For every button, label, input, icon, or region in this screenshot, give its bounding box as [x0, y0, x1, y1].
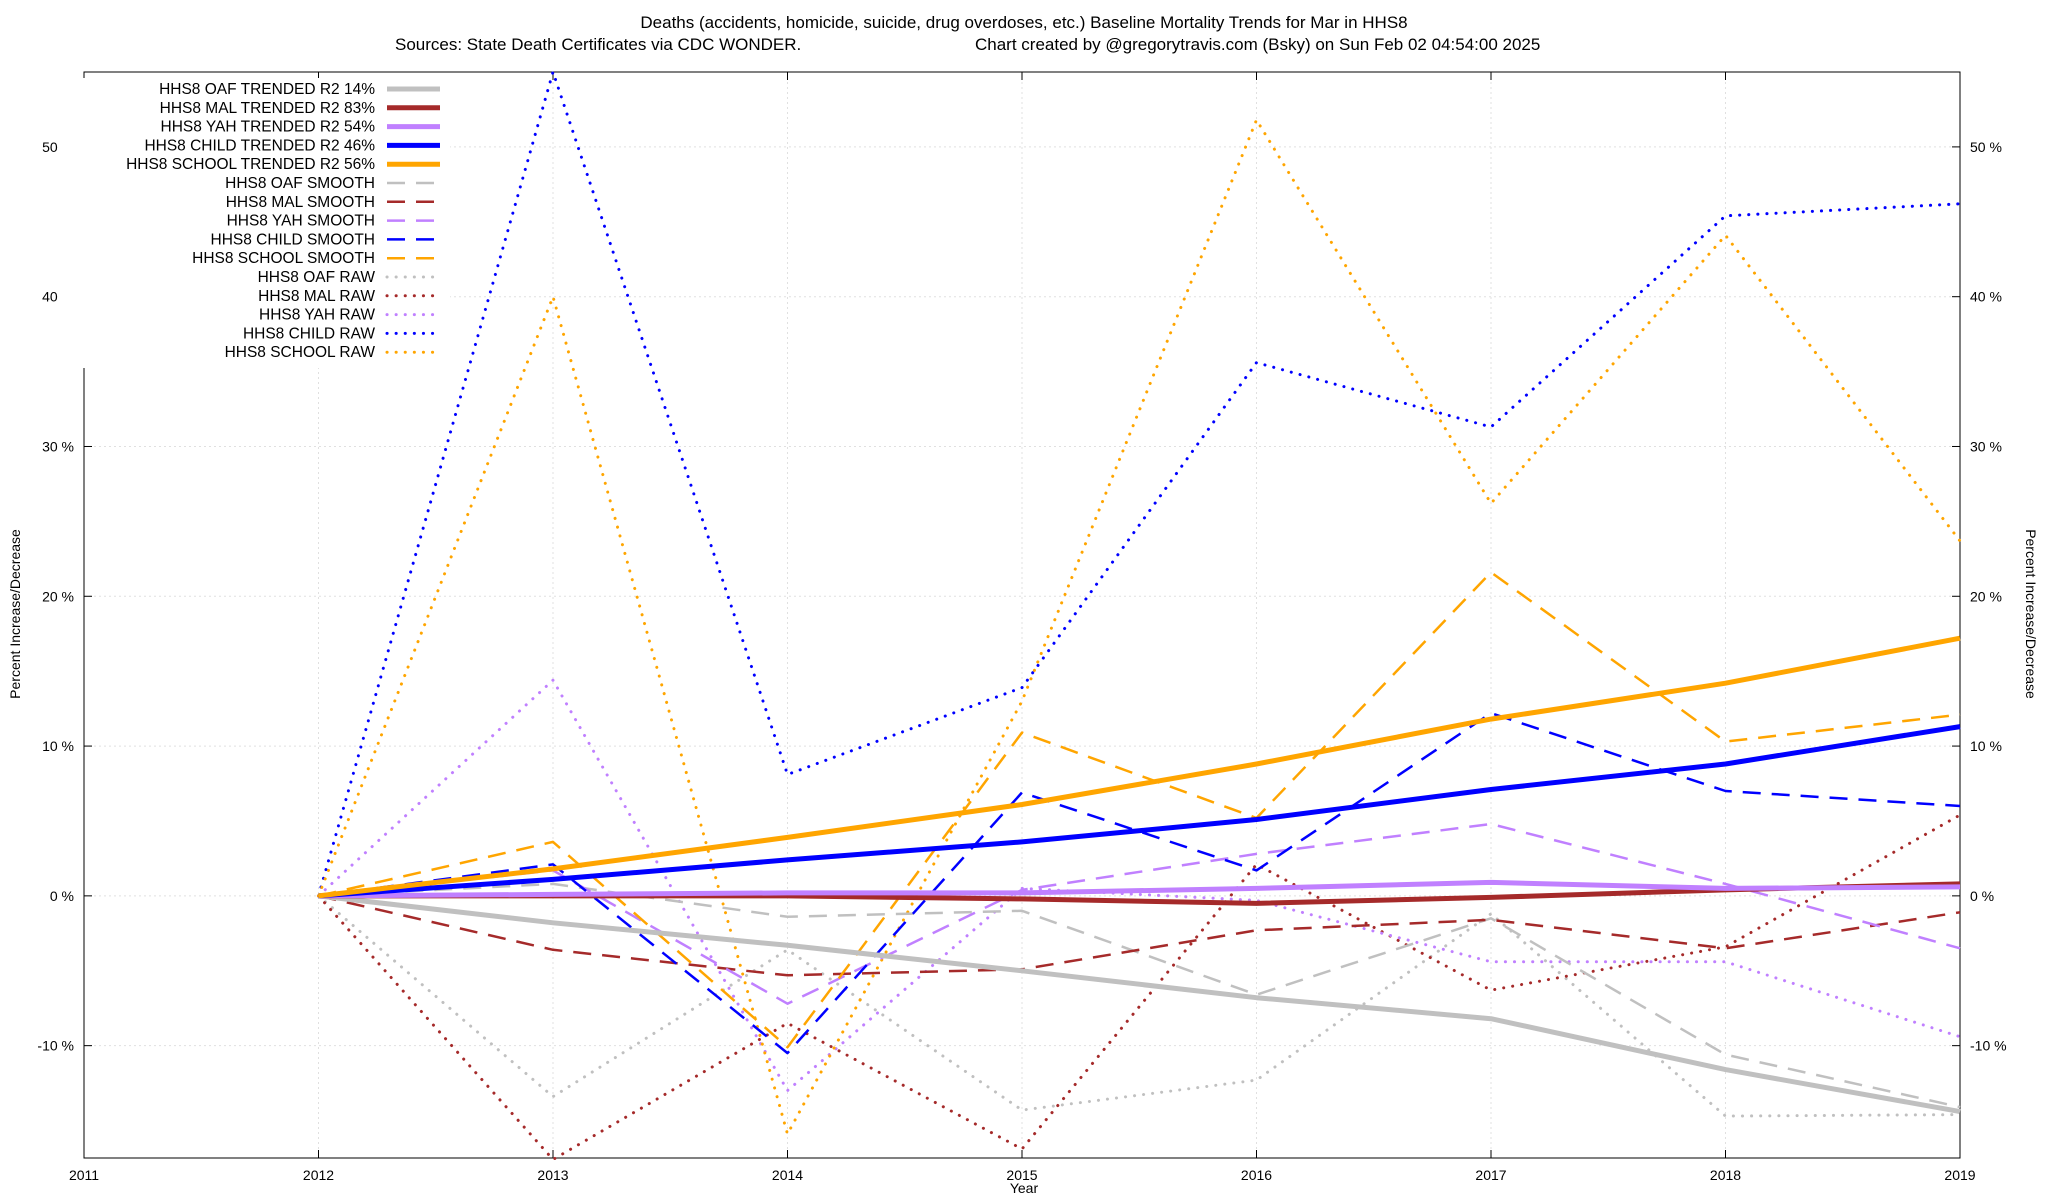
series-line-hhs8-mal-raw	[317, 813, 1962, 1161]
series-line-hhs8-child-trended-r2-46	[318, 724, 1961, 899]
y-tick-label-left: 10 %	[42, 738, 74, 754]
x-tick-label: 2017	[1475, 1167, 1506, 1183]
series-line-hhs8-yah-raw	[317, 678, 1962, 1093]
legend-label: HHS8 YAH SMOOTH	[227, 213, 375, 230]
y-tick-label-left: 0 %	[50, 888, 74, 904]
legend-label: HHS8 MAL SMOOTH	[226, 194, 375, 211]
x-tick-label: 2016	[1241, 1167, 1272, 1183]
legend-label: HHS8 YAH RAW	[259, 307, 375, 324]
legend-label: HHS8 CHILD SMOOTH	[211, 231, 376, 248]
series-line-hhs8-yah-trended-r2-54	[318, 879, 1961, 899]
y-tick-label-right: 10 %	[1970, 738, 2002, 754]
y-tick-label-right: 20 %	[1970, 588, 2002, 604]
x-tick-label: 2011	[69, 1167, 99, 1183]
series-line-hhs8-oaf-smooth	[318, 882, 1961, 1109]
y-axis-label-left: Percent Increase/Decrease	[7, 529, 23, 699]
y-axis-label-right: Percent Increase/Decrease	[2023, 529, 2039, 699]
y-tick-label-left: 20 %	[42, 588, 74, 604]
chart-title: Deaths (accidents, homicide, suicide, dr…	[640, 13, 1407, 32]
y-tick-label-right: 0 %	[1970, 888, 1994, 904]
legend-background	[60, 78, 450, 368]
legend-label: HHS8 OAF RAW	[258, 269, 376, 286]
series-line-hhs8-yah-smooth	[318, 822, 1961, 1005]
y-tick-label-left: -10 %	[37, 1038, 74, 1054]
y-tick-label-right: 40 %	[1970, 289, 2002, 305]
x-tick-label: 2019	[1944, 1167, 1975, 1183]
legend-label: HHS8 YAH TRENDED R2 54%	[161, 119, 376, 136]
x-tick-label: 2015	[1006, 1167, 1037, 1183]
legend-label: HHS8 SCHOOL SMOOTH	[192, 250, 375, 267]
x-tick-label: 2013	[537, 1167, 568, 1183]
series-line-hhs8-oaf-trended-r2-14	[318, 893, 1961, 1115]
legend-label: HHS8 MAL RAW	[258, 288, 375, 305]
chart-subtitle-credit: Chart created by @gregorytravis.com (Bsk…	[975, 35, 1540, 54]
legend-label: HHS8 OAF SMOOTH	[225, 175, 375, 192]
series-line-hhs8-mal-smooth	[318, 894, 1961, 977]
chart-subtitle-source: Sources: State Death Certificates via CD…	[395, 35, 801, 54]
legend-label: HHS8 CHILD RAW	[243, 325, 375, 342]
y-tick-label-right: 30 %	[1970, 438, 2002, 454]
legend-label: HHS8 CHILD TRENDED R2 46%	[144, 137, 375, 154]
series-line-hhs8-oaf-raw	[317, 894, 1962, 1118]
y-tick-label-right: -10 %	[1970, 1038, 2007, 1054]
x-axis-label: Year	[1010, 1180, 1039, 1196]
y-tick-label-right: 50 %	[1970, 139, 2002, 155]
series-line-hhs8-school-smooth	[318, 571, 1961, 1049]
series-layer	[317, 70, 1962, 1161]
legend-label: HHS8 SCHOOL TRENDED R2 56%	[126, 156, 375, 173]
legend-label: HHS8 OAF TRENDED R2 14%	[159, 81, 375, 98]
series-line-hhs8-school-trended-r2-56	[318, 635, 1961, 899]
x-tick-label: 2012	[303, 1167, 334, 1183]
legend-label: HHS8 SCHOOL RAW	[225, 344, 376, 361]
legend: HHS8 OAF TRENDED R2 14% HHS8 MAL TRENDED …	[60, 78, 450, 368]
axis-ticks: 2011 2012 2013 2014 2015 2016 2017 2018 2019 -10 …	[37, 72, 2007, 1183]
x-tick-label: 2014	[772, 1167, 803, 1183]
y-tick-label-left: 30 %	[42, 438, 74, 454]
x-tick-label: 2018	[1710, 1167, 1741, 1183]
legend-label: HHS8 MAL TRENDED R2 83%	[160, 100, 376, 117]
series-line-hhs8-child-raw	[317, 70, 1962, 898]
